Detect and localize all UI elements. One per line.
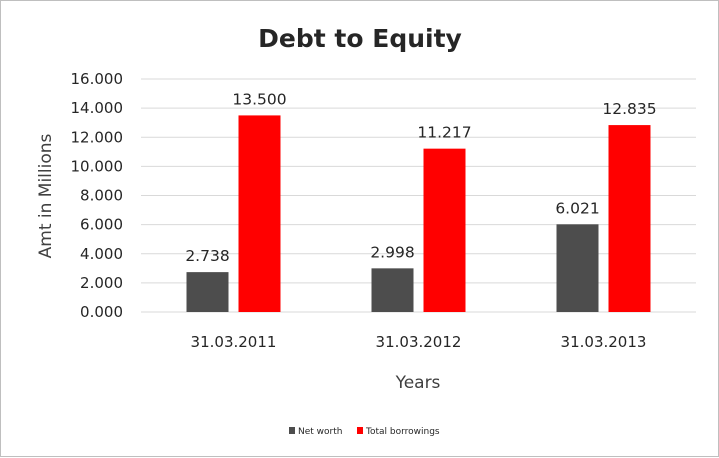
x-category-label: 31.03.2011 [191, 333, 277, 351]
bar-value-label: 13.500 [232, 90, 286, 108]
bar-value-label: 6.021 [555, 199, 599, 217]
legend-label: Net worth [298, 427, 342, 437]
legend-swatch [289, 427, 295, 434]
bar-value-label: 12.835 [602, 100, 656, 118]
bar-total-borrowings [423, 148, 466, 312]
bar-total-borrowings [608, 125, 651, 313]
y-tick-label: 16.000 [71, 70, 124, 88]
x-category-label: 31.03.2012 [376, 333, 462, 351]
bar-value-label: 2.998 [370, 243, 414, 261]
x-axis-title: Years [395, 373, 441, 393]
bars [186, 115, 651, 313]
y-tick-label: 14.000 [71, 99, 124, 117]
bar-net-worth [371, 268, 414, 312]
y-tick-label: 2.000 [80, 274, 123, 292]
y-tick-label: 8.000 [80, 187, 123, 205]
y-axis-title: Amt in Millions [36, 133, 56, 258]
x-category-label: 31.03.2013 [561, 333, 647, 351]
y-tick-label: 0.000 [80, 303, 123, 321]
bar-value-label: 2.738 [185, 247, 229, 265]
chart-title: Debt to Equity [258, 24, 462, 53]
y-tick-label: 10.000 [71, 157, 124, 175]
x-axis-categories: 31.03.2011 31.03.2012 31.03.2013 [191, 333, 647, 351]
bar-net-worth [186, 272, 229, 312]
legend: Net worth Total borrowings [289, 427, 440, 437]
legend-swatch [357, 427, 363, 434]
bar-value-label: 11.217 [417, 124, 471, 142]
gridlines [141, 78, 696, 313]
legend-label: Total borrowings [365, 427, 440, 437]
y-axis-ticks: 0.000 2.000 4.000 6.000 8.000 10.000 12.000 14.… [71, 70, 124, 321]
bar-net-worth [556, 224, 599, 312]
y-tick-label: 6.000 [80, 216, 123, 234]
y-tick-label: 4.000 [80, 245, 123, 263]
bar-total-borrowings [238, 115, 281, 312]
y-tick-label: 12.000 [71, 128, 124, 146]
data-labels: 2.738 13.500 2.998 11.217 6.021 12.835 [185, 90, 656, 265]
